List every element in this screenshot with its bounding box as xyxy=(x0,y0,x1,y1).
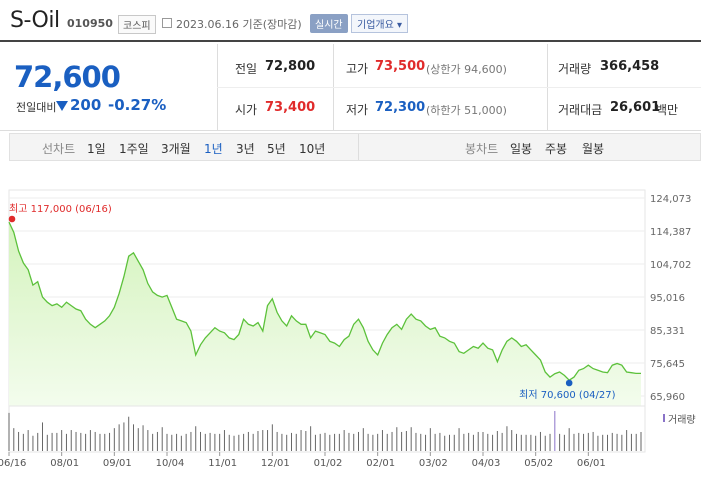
quote-panel: 72,600 전일대비 200 -0.27% 전일 72,800 고가 73,5… xyxy=(0,44,701,131)
open-value: 73,400 xyxy=(265,100,316,115)
quote-date: 2023.06.16 기준(장마감) xyxy=(176,18,302,31)
high-marker xyxy=(8,215,16,223)
realtime-button[interactable]: 실시간 xyxy=(310,14,348,33)
tab-3year[interactable]: 3년 xyxy=(236,142,255,156)
tab-daily[interactable]: 일봉 xyxy=(510,142,533,156)
change-label: 전일대비 xyxy=(16,101,57,114)
high-value: 73,500 xyxy=(375,59,426,74)
tab-monthly[interactable]: 월봉 xyxy=(582,142,605,156)
price-area xyxy=(9,222,641,406)
tab-1day[interactable]: 1일 xyxy=(87,142,106,156)
low-label: 최저 70,600 (04/27) xyxy=(519,389,615,401)
change-amount: 200 xyxy=(70,96,102,114)
y-tick-label: 95,016 xyxy=(650,293,685,304)
open-label: 시가 xyxy=(235,103,258,117)
tab-5year[interactable]: 5년 xyxy=(267,142,286,156)
x-tick-label: 06/16 xyxy=(0,458,26,469)
price-line xyxy=(8,221,641,382)
y-tick-label: 124,073 xyxy=(650,194,691,205)
line-chart-header: 선차트 xyxy=(42,142,76,156)
stock-code: 010950 xyxy=(67,17,113,30)
x-tick-label: 04/03 xyxy=(472,458,501,469)
tab-1week[interactable]: 1주일 xyxy=(119,142,149,156)
stock-header: S-Oil 010950 코스피 2023.06.16 기준(장마감) 실시간 … xyxy=(0,0,701,42)
low-marker xyxy=(565,379,573,387)
candle-chart-header: 봉차트 xyxy=(465,142,499,156)
x-tick-label: 05/02 xyxy=(524,458,553,469)
company-info-dropdown[interactable]: 기업개요 ▾ xyxy=(351,14,408,33)
x-tick-label: 10/04 xyxy=(156,458,185,469)
lower-limit: (하한가 51,000) xyxy=(426,104,507,117)
tab-3month[interactable]: 3개월 xyxy=(161,142,191,156)
tab-1year[interactable]: 1년 xyxy=(204,142,223,156)
y-tick-label: 85,331 xyxy=(650,326,685,337)
down-triangle-icon xyxy=(56,101,68,111)
low-value: 72,300 xyxy=(375,100,426,115)
turnover-unit: 백만 xyxy=(656,103,679,117)
turnover-value: 26,601 xyxy=(610,100,661,115)
upper-limit: (상한가 94,600) xyxy=(426,63,507,76)
low-label: 저가 xyxy=(346,103,369,117)
y-tick-label: 65,960 xyxy=(650,392,685,403)
high-label: 고가 xyxy=(346,62,369,76)
tab-weekly[interactable]: 주봉 xyxy=(545,142,568,156)
divider xyxy=(358,134,359,160)
x-tick-label: 02/01 xyxy=(366,458,395,469)
prev-close-value: 72,800 xyxy=(265,59,316,74)
volume-legend-icon xyxy=(663,414,665,422)
divider xyxy=(217,87,701,88)
tab-10year[interactable]: 10년 xyxy=(299,142,326,156)
volume-legend: 거래량 xyxy=(668,414,696,426)
high-label: 최고 117,000 (06/16) xyxy=(9,203,112,215)
company-name: S-Oil xyxy=(10,8,60,33)
y-tick-label: 75,645 xyxy=(650,359,685,370)
x-tick-label: 11/01 xyxy=(208,458,237,469)
x-tick-label: 03/02 xyxy=(419,458,448,469)
y-tick-label: 104,702 xyxy=(650,260,691,271)
market-badge: 코스피 xyxy=(118,15,156,34)
calendar-icon xyxy=(162,18,172,28)
x-tick-label: 09/01 xyxy=(103,458,132,469)
x-tick-label: 06/01 xyxy=(577,458,606,469)
volume-value: 366,458 xyxy=(600,59,660,74)
prev-close-label: 전일 xyxy=(235,62,258,76)
current-price: 72,600 xyxy=(14,60,121,94)
volume-frame xyxy=(8,405,646,453)
volume-label: 거래량 xyxy=(558,62,592,76)
x-tick-label: 08/01 xyxy=(50,458,79,469)
turnover-label: 거래대금 xyxy=(558,103,603,117)
x-tick-label: 12/01 xyxy=(261,458,290,469)
x-tick-label: 01/02 xyxy=(314,458,343,469)
y-tick-label: 114,387 xyxy=(650,227,691,238)
period-tabs: 선차트 1일 1주일 3개월 1년 3년 5년 10년 봉차트 일봉 주봉 월봉 xyxy=(9,133,701,161)
change-percent: -0.27% xyxy=(108,96,167,114)
